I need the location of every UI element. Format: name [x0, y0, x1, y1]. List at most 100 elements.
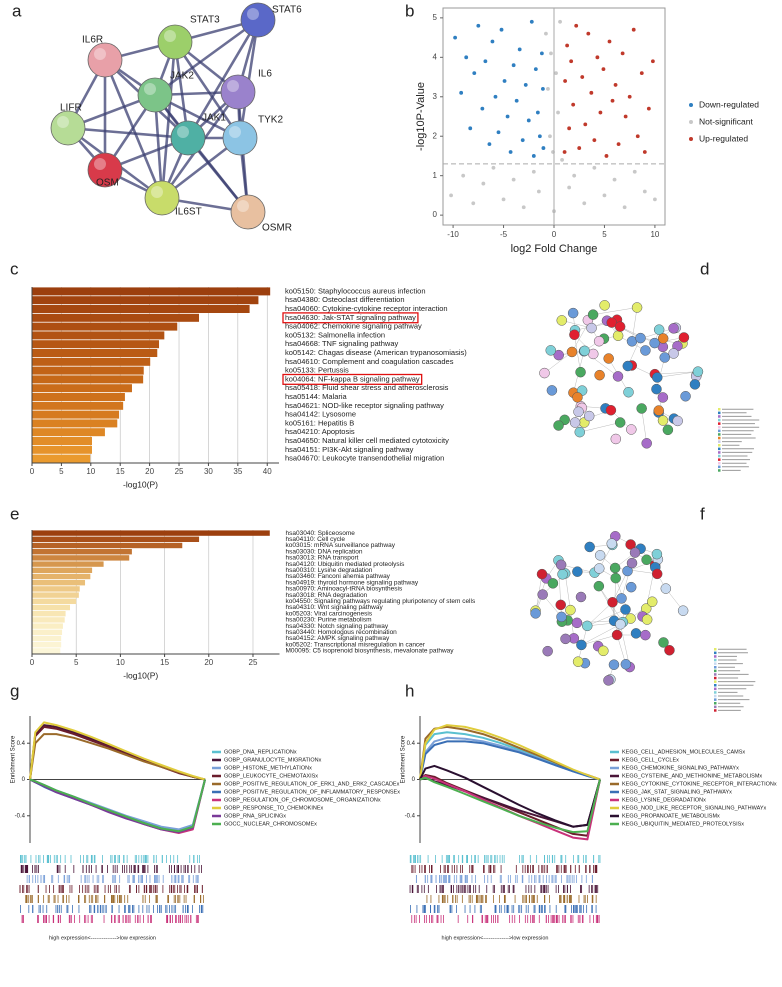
network-node — [539, 367, 550, 379]
legend-swatch — [718, 462, 721, 465]
bar — [32, 393, 125, 401]
bar — [32, 592, 79, 598]
point — [483, 59, 488, 64]
network-node — [579, 345, 590, 357]
point — [514, 98, 519, 103]
legend-marker — [689, 120, 693, 124]
category-label: ko05202: Transcriptional misregulation i… — [286, 641, 426, 648]
network-node — [651, 568, 663, 580]
point — [549, 51, 553, 56]
network-node — [571, 617, 583, 629]
bar — [32, 305, 250, 313]
bar — [32, 555, 130, 561]
es-curve — [29, 778, 206, 832]
point — [537, 134, 542, 139]
network-edge — [574, 334, 581, 373]
legend-swatch — [718, 433, 721, 436]
y-tick-label: -0.4 — [405, 813, 416, 819]
bar — [32, 642, 62, 648]
network-node — [677, 605, 689, 616]
point — [620, 51, 625, 56]
bar — [32, 604, 71, 611]
network-node — [611, 629, 623, 641]
network-edge — [654, 371, 698, 375]
legend-label: GOBP_LEUKOCYTE_CHEMOTAXISx — [224, 773, 318, 779]
category-label: M00095: C5 isoprenoid biosynthesis, meva… — [286, 648, 455, 655]
x-tick-label: 40 — [263, 467, 272, 476]
point — [632, 169, 637, 174]
legend-label: KEGG_CHEMOKINE_SIGNALING_PATHWAYx — [622, 765, 739, 771]
bar — [32, 419, 118, 428]
node-label: JAK1 — [202, 113, 226, 124]
category-label: hsa03018: RNA degradation — [286, 592, 368, 599]
network-node — [664, 644, 675, 656]
network-node — [576, 639, 587, 651]
point — [562, 150, 567, 154]
y-tick-label: 0.4 — [407, 741, 416, 747]
network-node — [573, 406, 584, 417]
network-node — [692, 366, 704, 377]
panel-label: a — [12, 1, 22, 20]
y-axis-label: Enrichment Score — [11, 735, 17, 783]
bar — [32, 287, 271, 296]
category-label: ko05161: Hepatitis B — [285, 418, 354, 427]
point — [546, 86, 550, 91]
point — [583, 122, 588, 127]
network-node — [653, 324, 665, 335]
bar — [32, 437, 92, 445]
node-shine — [237, 200, 249, 212]
legend-swatch — [718, 415, 721, 418]
category-label: ko05142: Chagas disease (American trypan… — [285, 348, 467, 357]
point — [604, 154, 609, 158]
category-label: hsa04210: Apoptosis — [285, 427, 355, 436]
network-node — [593, 335, 605, 347]
network-node — [603, 353, 614, 364]
legend-label: Down-regulated — [699, 99, 759, 109]
network-node — [575, 591, 587, 603]
network-edge — [631, 307, 638, 342]
network-node — [680, 390, 691, 402]
network-node — [566, 346, 578, 358]
bar — [32, 331, 165, 340]
node-label: IL6 — [258, 69, 272, 80]
point — [453, 35, 458, 40]
network-node — [603, 675, 614, 686]
point — [612, 177, 617, 182]
legend-swatch — [718, 447, 721, 451]
point — [476, 23, 481, 28]
category-label: hsa04152: AMPK signaling pathway — [286, 635, 390, 642]
network-node — [641, 614, 653, 625]
network-node — [636, 403, 647, 414]
point — [511, 177, 516, 182]
network-node — [668, 323, 679, 334]
bar — [32, 635, 62, 642]
y-tick-label: 0 — [22, 777, 26, 783]
y-tick-label: 0 — [433, 210, 438, 219]
es-curve — [29, 778, 206, 834]
legend-label: KEGG_JAK_STAT_SIGNALING_PATHWAYx — [622, 789, 732, 795]
network-node — [623, 386, 634, 398]
network-node — [651, 383, 662, 395]
bar — [32, 349, 158, 357]
network-node — [584, 541, 595, 553]
network-node — [50, 110, 86, 146]
network-node — [635, 332, 646, 344]
legend-swatch — [714, 662, 717, 665]
node-label: TYK2 — [258, 115, 283, 126]
category-label: hsa03460: Fanconi anemia pathway — [286, 573, 391, 580]
x-tick-label: 5 — [59, 467, 64, 476]
point — [580, 75, 585, 79]
point — [577, 146, 582, 150]
network-node — [575, 366, 586, 378]
panel-label: g — [10, 681, 19, 700]
legend-label: KEGG_NOD_LIKE_RECEPTOR_SIGNALING_PATHWAY… — [622, 805, 767, 811]
bar — [32, 340, 160, 349]
network-node — [530, 608, 541, 619]
node-shine — [227, 80, 239, 92]
category-label: ko05133: Pertussis — [285, 366, 349, 375]
point — [531, 154, 536, 158]
category-label: hsa04110: Cell cycle — [286, 536, 346, 543]
y-axis-label: Enrichment Score — [401, 735, 407, 783]
network-node — [556, 611, 567, 623]
point — [567, 185, 572, 190]
